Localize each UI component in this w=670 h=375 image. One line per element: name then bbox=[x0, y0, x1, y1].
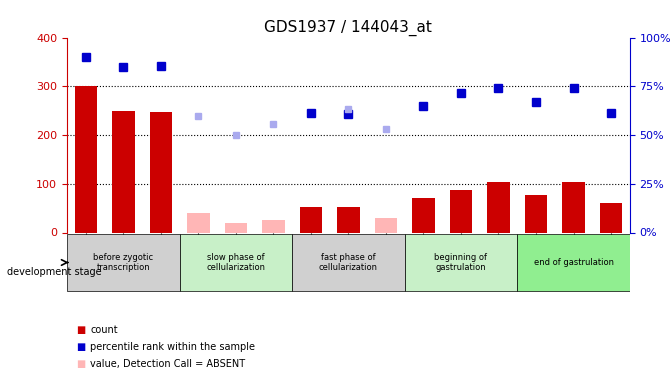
Text: fast phase of
cellularization: fast phase of cellularization bbox=[319, 253, 378, 272]
Text: count: count bbox=[90, 325, 118, 335]
Bar bbox=[224, 223, 247, 232]
Bar bbox=[562, 182, 585, 232]
Text: end of gastrulation: end of gastrulation bbox=[533, 258, 614, 267]
Bar bbox=[187, 213, 210, 232]
FancyBboxPatch shape bbox=[405, 234, 517, 291]
Bar bbox=[149, 112, 172, 232]
Text: ■: ■ bbox=[76, 342, 85, 352]
Text: ■: ■ bbox=[76, 359, 85, 369]
Text: slow phase of
cellularization: slow phase of cellularization bbox=[206, 253, 265, 272]
FancyBboxPatch shape bbox=[180, 234, 292, 291]
FancyBboxPatch shape bbox=[292, 234, 405, 291]
Text: percentile rank within the sample: percentile rank within the sample bbox=[90, 342, 255, 352]
FancyBboxPatch shape bbox=[517, 234, 630, 291]
Bar bbox=[74, 86, 97, 232]
Text: development stage: development stage bbox=[7, 267, 101, 277]
Bar bbox=[487, 182, 510, 232]
Bar bbox=[375, 218, 397, 232]
Bar bbox=[299, 207, 322, 232]
Bar bbox=[600, 203, 622, 232]
Bar bbox=[525, 195, 547, 232]
Bar bbox=[112, 111, 135, 232]
Text: value, Detection Call = ABSENT: value, Detection Call = ABSENT bbox=[90, 359, 246, 369]
Bar bbox=[412, 198, 435, 232]
Bar bbox=[337, 207, 360, 232]
Title: GDS1937 / 144043_at: GDS1937 / 144043_at bbox=[265, 20, 432, 36]
Bar bbox=[262, 220, 285, 232]
Bar bbox=[450, 190, 472, 232]
FancyBboxPatch shape bbox=[67, 234, 180, 291]
Text: ■: ■ bbox=[76, 325, 85, 335]
Text: beginning of
gastrulation: beginning of gastrulation bbox=[434, 253, 488, 272]
Text: before zygotic
transcription: before zygotic transcription bbox=[93, 253, 153, 272]
